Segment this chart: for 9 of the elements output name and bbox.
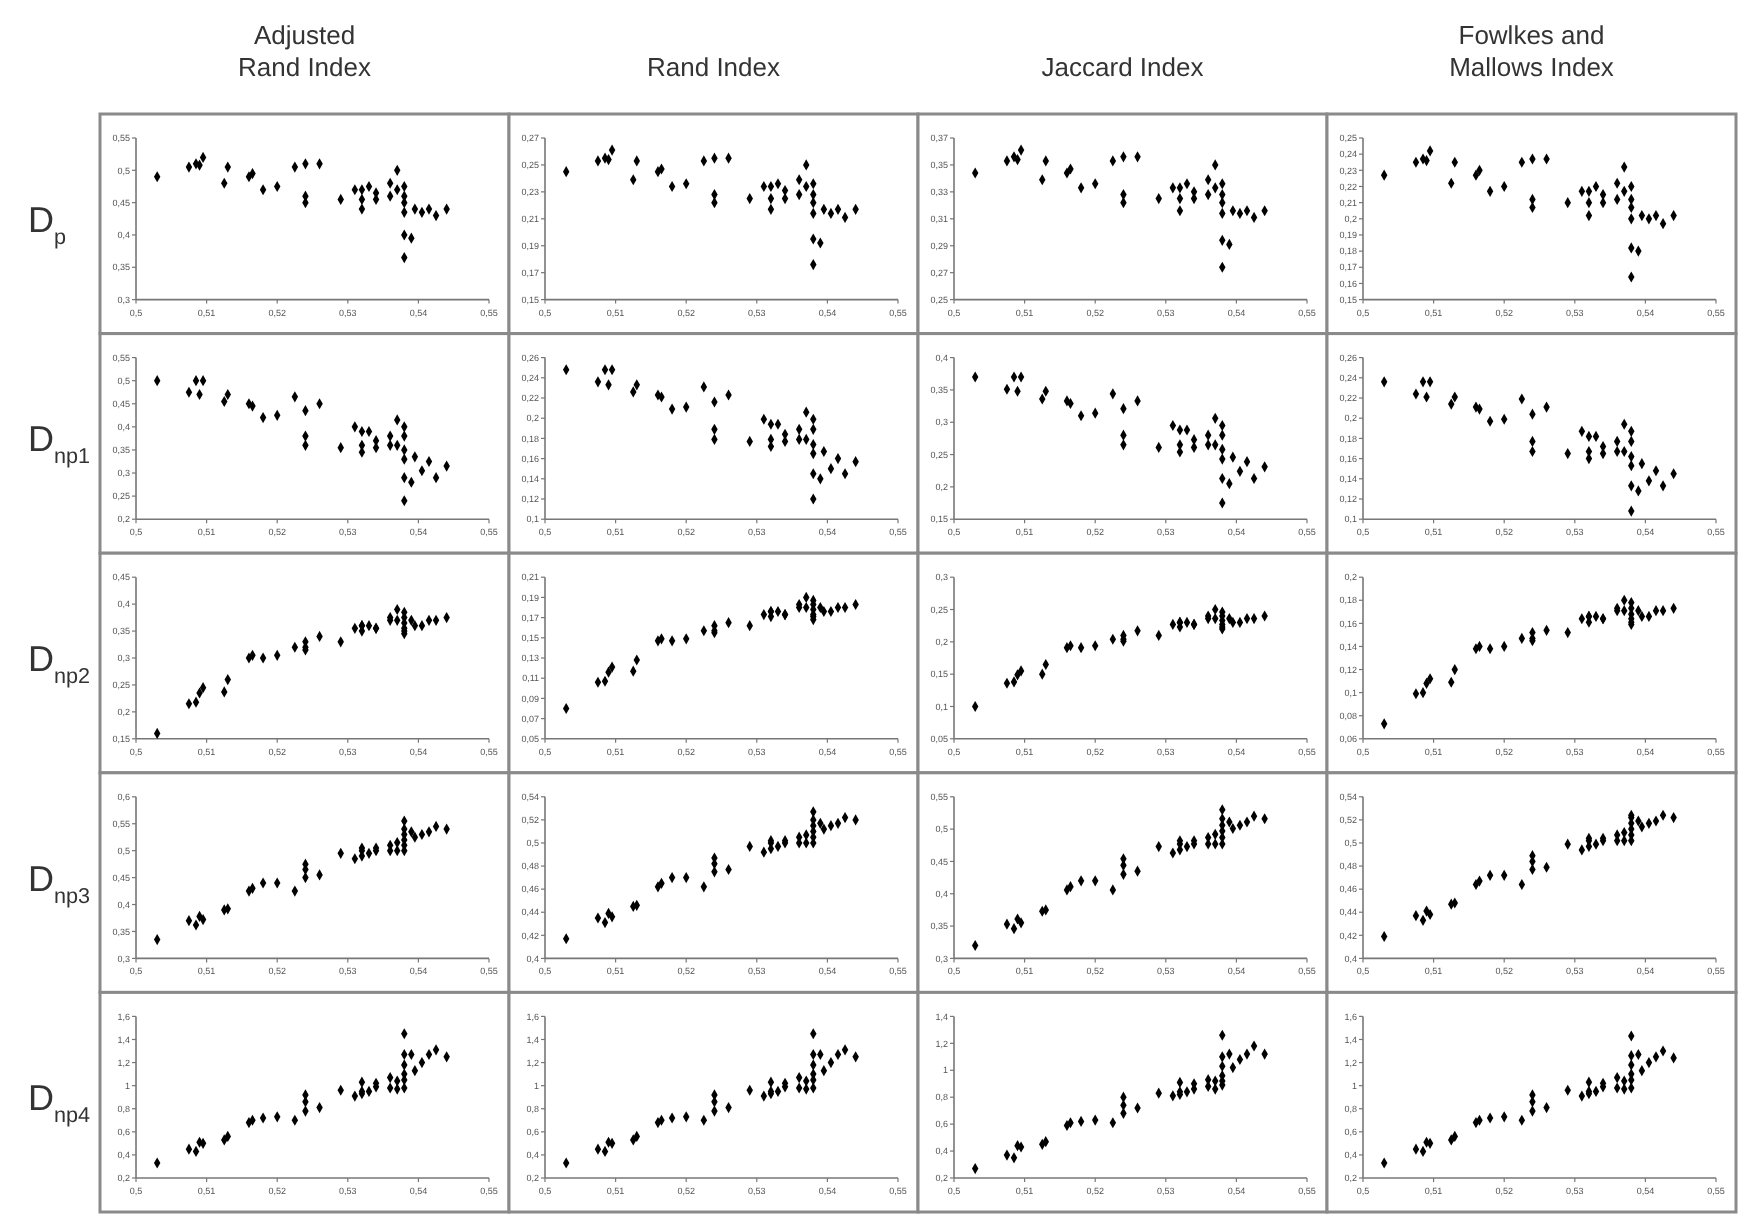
chart-title: Jaccard Index: [1041, 52, 1205, 82]
chart-title: Adjusted Rand Index: [238, 20, 372, 82]
y-axis-title: D$_{np3}$: [28, 858, 91, 909]
y-axis-title: D$_{p}$: [28, 199, 67, 250]
y-axis-title: D$_{np4}$: [28, 1078, 91, 1129]
chart-title: Fowlkes and Mallows Index: [1449, 20, 1615, 82]
y-axis-title: D$_{np2}$: [28, 639, 91, 689]
chart-title: Rand Index: [647, 52, 781, 82]
y-axis-title: D$_{np1}$: [28, 419, 91, 470]
